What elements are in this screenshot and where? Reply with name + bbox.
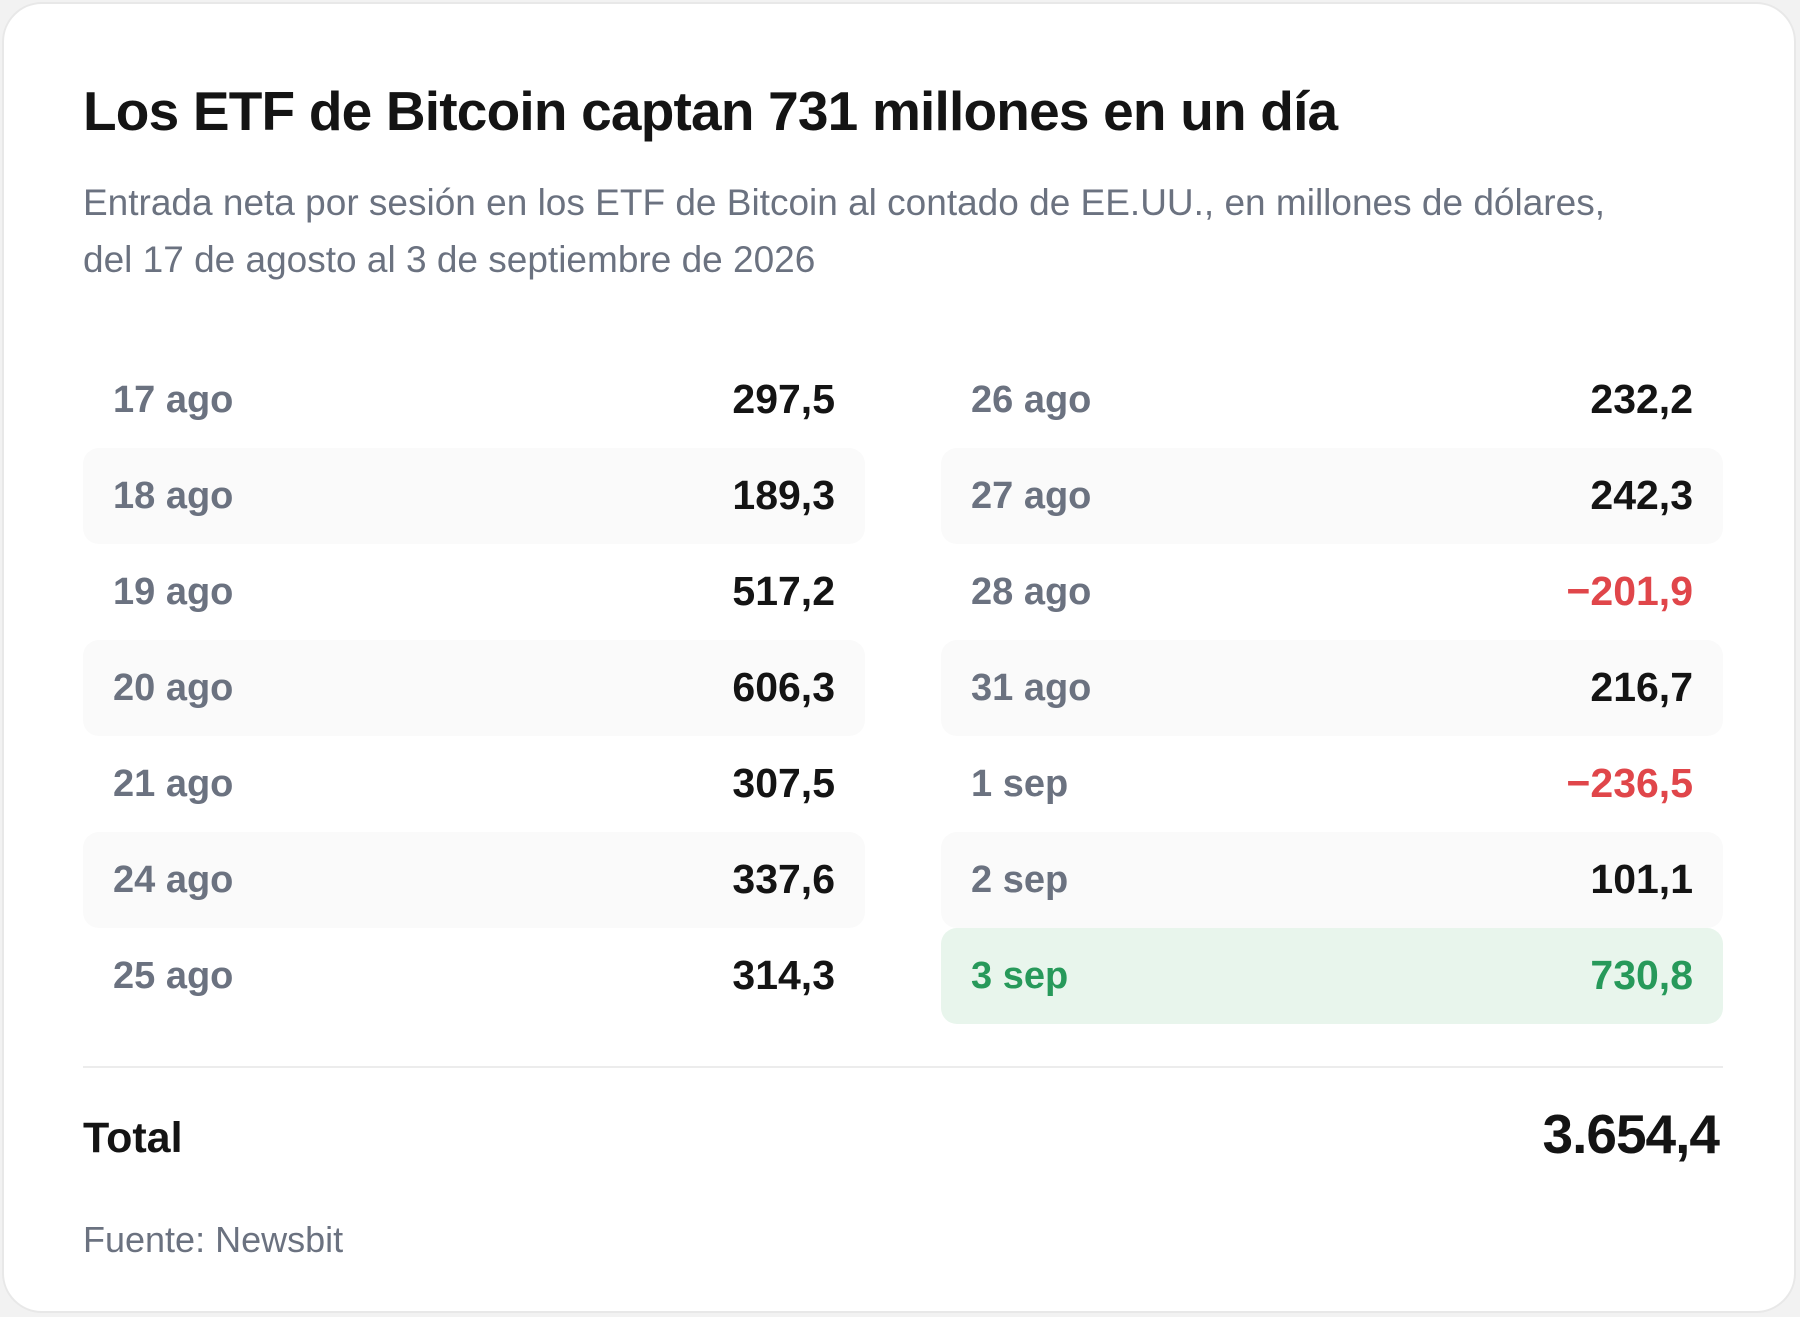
row-value: 307,5: [732, 760, 835, 806]
row-date: 3 sep: [971, 955, 1069, 997]
table-row: 19 ago 517,2: [83, 544, 865, 640]
row-value: 232,2: [1590, 376, 1693, 422]
table-row: 31 ago 216,7: [941, 640, 1723, 736]
table-row: 2 sep 101,1: [941, 832, 1723, 928]
row-date: 19 ago: [113, 571, 234, 613]
row-date: 24 ago: [113, 859, 234, 901]
table-column-right: 26 ago 232,2 27 ago 242,3 28 ago −201,9 31 ago…: [941, 352, 1723, 1024]
table-row: 17 ago 297,5: [83, 352, 865, 448]
row-date: 18 ago: [113, 475, 234, 517]
table-row: 1 sep −236,5: [941, 736, 1723, 832]
row-value: 730,8: [1590, 952, 1693, 998]
table-row: 26 ago 232,2: [941, 352, 1723, 448]
table-row: 27 ago 242,3: [941, 448, 1723, 544]
table-row: 3 sep 730,8: [941, 928, 1723, 1024]
total-label: Total: [83, 1114, 183, 1162]
table-column-left: 17 ago 297,5 18 ago 189,3 19 ago 517,2 20 ago 6…: [83, 352, 865, 1024]
row-date: 1 sep: [971, 763, 1069, 805]
row-value: 314,3: [732, 952, 835, 998]
row-value: 297,5: [732, 376, 835, 422]
row-date: 17 ago: [113, 379, 234, 421]
row-value: 216,7: [1590, 664, 1693, 710]
row-date: 27 ago: [971, 475, 1092, 517]
row-value: 101,1: [1590, 856, 1693, 902]
table-row: 28 ago −201,9: [941, 544, 1723, 640]
row-value: 242,3: [1590, 472, 1693, 518]
total-value: 3.654,4: [1542, 1103, 1720, 1165]
chart-subtitle: Entrada neta por sesión en los ETF de Bi…: [83, 182, 1605, 280]
row-value: −236,5: [1566, 760, 1693, 806]
row-date: 25 ago: [113, 955, 234, 997]
row-date: 2 sep: [971, 859, 1069, 901]
source-note: Fuente: Newsbit: [83, 1219, 344, 1260]
row-value: −201,9: [1566, 568, 1693, 614]
table-row: 18 ago 189,3: [83, 448, 865, 544]
row-date: 31 ago: [971, 667, 1092, 709]
row-value: 337,6: [732, 856, 835, 902]
row-value: 517,2: [732, 568, 835, 614]
row-date: 21 ago: [113, 763, 234, 805]
row-value: 606,3: [732, 664, 835, 710]
row-date: 20 ago: [113, 667, 234, 709]
row-value: 189,3: [732, 472, 835, 518]
table-row: 21 ago 307,5: [83, 736, 865, 832]
row-date: 26 ago: [971, 379, 1092, 421]
table-row: 20 ago 606,3: [83, 640, 865, 736]
total-divider: [83, 1066, 1723, 1068]
table-row: 25 ago 314,3: [83, 928, 865, 1024]
table-row: 24 ago 337,6: [83, 832, 865, 928]
row-date: 28 ago: [971, 571, 1092, 613]
chart-title: Los ETF de Bitcoin captan 731 millones e…: [83, 80, 1338, 142]
